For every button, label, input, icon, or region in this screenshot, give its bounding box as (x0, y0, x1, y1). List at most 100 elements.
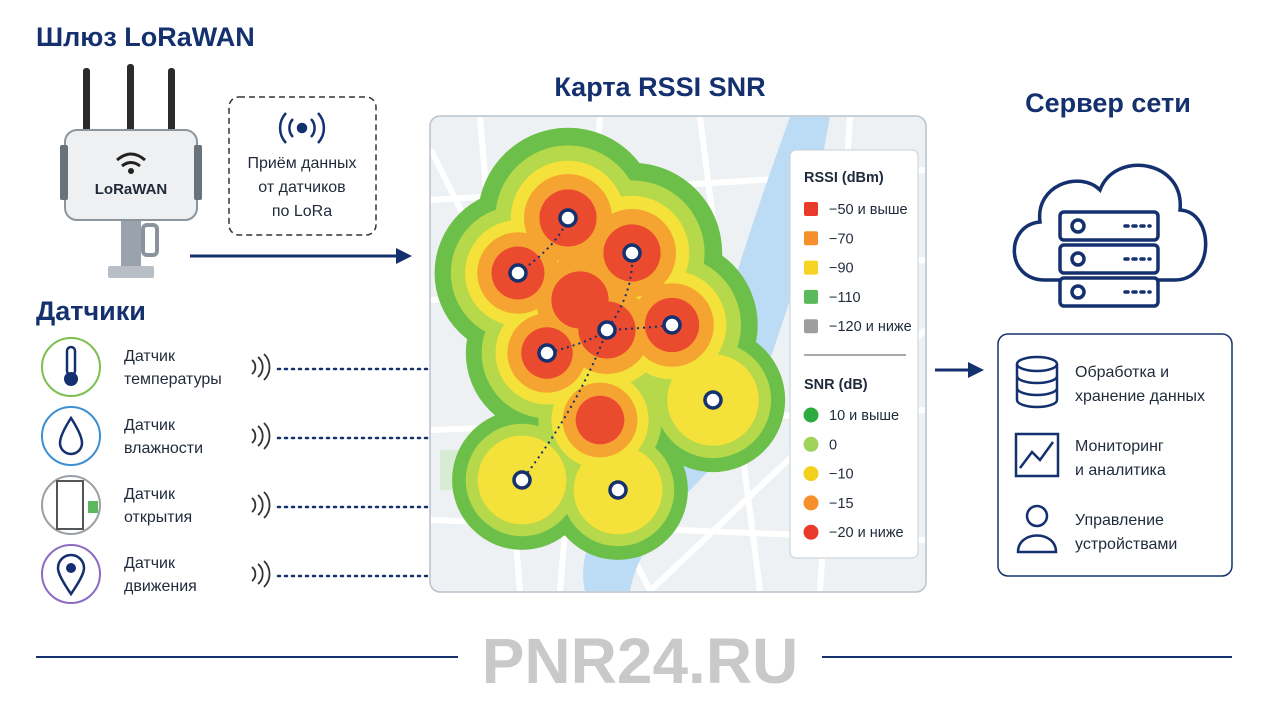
shape (121, 215, 141, 270)
watermark: PNR24.RU (482, 625, 799, 697)
heat-zone (575, 395, 625, 445)
sensor-icon (41, 337, 101, 397)
legend-label: −70 (829, 231, 854, 247)
shape (1016, 534, 1058, 554)
server-item: устройствами (1075, 536, 1177, 553)
sensor-label: открытия (124, 509, 192, 526)
device-label: LoRaWAN (95, 181, 168, 198)
shape (1019, 441, 1055, 469)
server-title: Сервер сети (1025, 88, 1191, 118)
legend-swatch (804, 231, 818, 246)
legend-label: −120 и ниже (829, 319, 912, 335)
note-line: от датчиков (258, 179, 345, 196)
legend-label: −110 (829, 290, 861, 306)
shape (1123, 224, 1152, 294)
server-item: Мониторинг (1075, 438, 1164, 455)
radio-icon (278, 112, 326, 144)
shape (1015, 364, 1059, 409)
node (608, 480, 628, 500)
sensor-label: Датчик (124, 486, 176, 503)
door (56, 480, 84, 530)
note-box (228, 96, 377, 236)
shape (116, 152, 146, 168)
legend-swatch (803, 466, 819, 482)
drop (58, 415, 84, 456)
group: Приём данных от датчиков по LoRa (247, 155, 356, 220)
sensor-nodes (508, 208, 723, 500)
shape (127, 64, 134, 138)
arrow (190, 248, 412, 264)
legend-swatch (803, 495, 819, 511)
server-item: Обработка и (1075, 364, 1169, 381)
signal-waves (251, 560, 271, 588)
note-line: по LoRa (272, 203, 332, 220)
group: Датчик температуры Датчик влажности Датчик от… (41, 337, 443, 604)
legend-label: 10 и выше (829, 408, 899, 424)
sensor-label: Датчик (124, 555, 176, 572)
node (558, 208, 578, 228)
shape (83, 68, 90, 138)
shape (968, 362, 984, 378)
legend-swatch (804, 260, 818, 275)
server-item: Управление (1075, 512, 1164, 529)
heat-zone (551, 271, 609, 329)
sensor-label: температуры (124, 371, 222, 388)
legend-swatch (803, 524, 819, 540)
legend-label: −50 и выше (829, 202, 908, 218)
legend-label: −90 (829, 261, 854, 277)
snr-title: SNR (dB) (804, 377, 868, 393)
legend-label: −15 (829, 496, 854, 512)
sensor-label: движения (124, 578, 197, 595)
shape (108, 266, 154, 278)
signal-waves (251, 353, 271, 381)
pin (56, 553, 86, 597)
node (597, 320, 617, 340)
node (508, 263, 528, 283)
sensor-icon (41, 406, 101, 466)
sensor-label: Датчик (124, 417, 176, 434)
shape (1058, 243, 1160, 275)
thermo (64, 372, 78, 386)
shape (1058, 210, 1160, 242)
node-link (546, 329, 608, 354)
rssi-title: RSSI (dBm) (804, 170, 884, 186)
shape (296, 122, 308, 134)
shape (396, 248, 412, 264)
shape (168, 68, 175, 138)
shape (194, 145, 202, 200)
legend-swatch (803, 436, 819, 452)
legend-box (789, 149, 919, 559)
node-link (521, 329, 608, 481)
legend-label: 0 (829, 437, 837, 453)
arrow (935, 362, 984, 378)
shape (1070, 284, 1086, 300)
node (512, 470, 532, 490)
shape (1058, 276, 1160, 308)
legend-label: −10 (829, 467, 854, 483)
group (1070, 218, 1086, 300)
door-sensor (88, 501, 98, 513)
pin-dot (66, 563, 76, 573)
node (537, 343, 557, 363)
legend-swatch (804, 202, 818, 216)
signal-waves (251, 491, 271, 519)
shape (1070, 218, 1086, 234)
node (622, 243, 642, 263)
legend-swatch (804, 319, 818, 334)
legend-swatch (803, 407, 819, 423)
shape (1070, 251, 1086, 267)
shape (278, 112, 326, 144)
node (703, 390, 723, 410)
server-icons (1014, 355, 1060, 554)
shape (64, 129, 198, 221)
shape (141, 223, 159, 257)
legend-label: −20 и ниже (829, 525, 904, 541)
sensor-label: Датчик (124, 348, 176, 365)
signal-waves (251, 422, 271, 450)
shape (60, 145, 68, 200)
note-line: Приём данных (247, 155, 356, 172)
shape (1014, 432, 1060, 478)
shape (128, 168, 134, 174)
